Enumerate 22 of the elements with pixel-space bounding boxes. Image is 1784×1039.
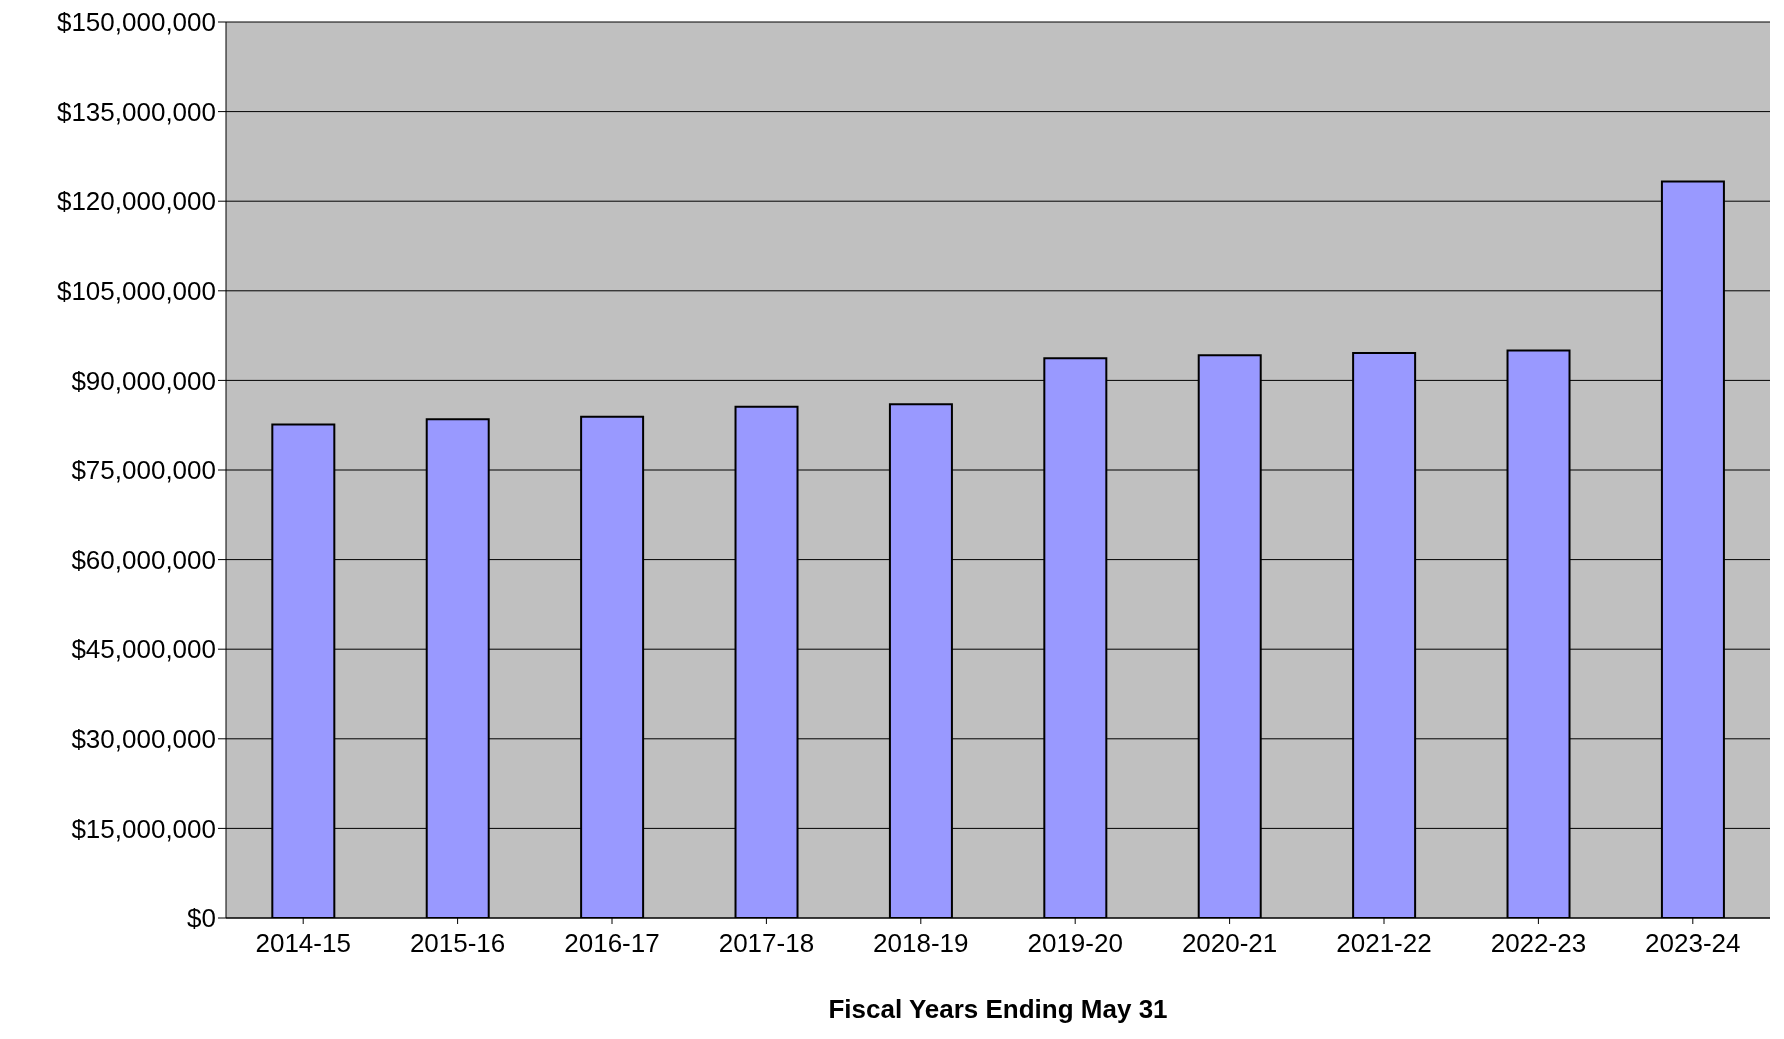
x-tick-label: 2015-16	[409, 928, 506, 959]
y-tick-label: $30,000,000	[71, 724, 216, 755]
y-tick-label: $105,000,000	[56, 276, 216, 307]
x-axis-title: Fiscal Years Ending May 31	[828, 994, 1168, 1024]
y-tick-label: $150,000,000	[56, 7, 216, 38]
y-tick-label: $75,000,000	[71, 455, 216, 486]
x-tick-label: 2017-18	[718, 928, 815, 959]
y-tick-label: $120,000,000	[56, 186, 216, 217]
y-tick-label: $45,000,000	[71, 634, 216, 665]
y-tick-label: $90,000,000	[71, 365, 216, 396]
x-tick-label: 2020-21	[1181, 928, 1278, 959]
x-tick-label: 2019-20	[1027, 928, 1123, 959]
x-tick-label: 2021-22	[1336, 928, 1432, 959]
x-tick-label: 2014-15	[255, 928, 351, 959]
y-tick-label: $15,000,000	[71, 813, 216, 844]
x-tick-label: 2016-17	[564, 928, 660, 959]
x-tick-label: 2022-23	[1490, 928, 1587, 959]
y-tick-label: $135,000,000	[56, 96, 216, 127]
y-tick-label: $0	[187, 903, 216, 934]
y-tick-label: $60,000,000	[71, 544, 216, 575]
x-tick-label: 2023-24	[1645, 928, 1741, 959]
x-tick-label: 2018-19	[873, 928, 969, 959]
